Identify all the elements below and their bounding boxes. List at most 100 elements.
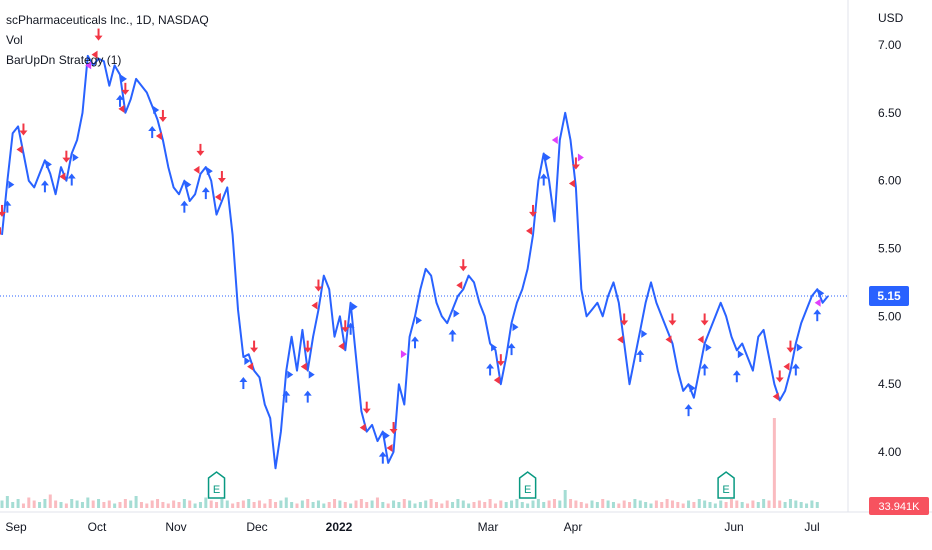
volume-bar: [628, 502, 632, 508]
short-entry-triangle: [214, 193, 221, 202]
volume-bar: [375, 497, 379, 508]
volume-bar: [220, 499, 224, 508]
volume-bar: [638, 500, 642, 508]
volume-bar: [177, 502, 181, 508]
arrow-head: [791, 363, 800, 369]
volume-bar: [70, 499, 74, 508]
earnings-label: E: [524, 484, 531, 496]
short-entry-arrow: [700, 313, 709, 326]
volume-bar: [311, 502, 315, 508]
volume-bar: [569, 499, 573, 508]
volume-bar: [166, 503, 170, 508]
arrow-head: [196, 150, 205, 156]
long-entry-arrow: [539, 173, 548, 186]
earnings-badge: [207, 471, 226, 499]
volume-bar: [472, 502, 476, 508]
indicator-strategy[interactable]: BarUpDn Strategy (1): [6, 53, 122, 67]
volume-bar: [783, 502, 787, 508]
short-entry-triangle: [59, 172, 66, 181]
short-entry-arrow: [94, 28, 103, 41]
arrow-head: [459, 266, 468, 272]
volume-bar: [306, 499, 310, 508]
short-entry-arrow: [0, 204, 6, 217]
volume-bar: [32, 500, 36, 508]
short-entry-triangle: [311, 301, 318, 310]
volume-bar: [118, 502, 122, 508]
volume-bar: [129, 500, 133, 508]
volume-bar: [676, 502, 680, 508]
volume-bar: [515, 499, 519, 508]
volume-bar: [520, 502, 524, 508]
volume-bar: [488, 499, 492, 508]
arrow-head: [362, 408, 371, 414]
volume-bar: [536, 499, 540, 508]
arrow-head: [314, 286, 323, 292]
volume-bar: [338, 500, 342, 508]
volume-bar: [16, 499, 20, 508]
y-tick-label: 4.50: [878, 377, 902, 391]
volume-bar: [241, 500, 245, 508]
volume-bar: [579, 502, 583, 508]
arrow-head: [346, 322, 355, 328]
volume-bar: [788, 499, 792, 508]
short-entry-arrow: [620, 313, 629, 326]
volume-bar: [145, 503, 149, 508]
arrow-head: [94, 35, 103, 41]
volume-bar: [343, 502, 347, 508]
long-entry-arrow: [732, 370, 741, 383]
volume-bar: [703, 500, 707, 508]
y-tick-label: 7.00: [878, 38, 902, 52]
arrow-head: [636, 349, 645, 355]
x-tick-label: Oct: [88, 520, 107, 534]
long-entry-triangle: [796, 343, 803, 352]
volume-bar: [477, 500, 481, 508]
short-entry-triangle: [118, 104, 125, 113]
indicator-vol[interactable]: Vol: [6, 33, 23, 47]
volume-bar: [193, 503, 197, 508]
long-entry-arrow: [684, 404, 693, 417]
volume-bar: [772, 418, 776, 508]
volume-bar: [665, 499, 669, 508]
volume-bar: [451, 502, 455, 508]
short-entry-triangle: [359, 423, 366, 432]
volume-bar: [531, 500, 535, 508]
long-entry-arrow: [116, 94, 124, 107]
volume-bar: [590, 500, 594, 508]
arrow-head: [19, 130, 28, 136]
arrow-head: [158, 116, 167, 122]
chart-title[interactable]: scPharmaceuticals Inc., 1D, NASDAQ: [6, 13, 209, 27]
short-entry-triangle: [193, 165, 200, 174]
volume-bar: [123, 499, 127, 508]
short-entry-arrow: [341, 320, 350, 333]
volume-bar: [38, 502, 42, 508]
short-entry-arrow: [158, 109, 167, 122]
volume-bar: [64, 503, 68, 508]
short-entry-arrow: [303, 340, 312, 353]
volume-bar: [493, 503, 497, 508]
volume-bar: [134, 496, 138, 508]
volume-bar: [198, 502, 202, 508]
short-entry-triangle: [300, 362, 307, 371]
earnings-badge: [518, 471, 537, 499]
short-entry-triangle: [0, 226, 1, 235]
x-tick-label: Jul: [804, 520, 819, 534]
volume-bar: [402, 499, 406, 508]
exit-triangle: [400, 350, 407, 359]
long-entry-arrow: [303, 390, 312, 403]
volume-bar: [274, 502, 278, 508]
volume-bar: [799, 502, 803, 508]
short-entry-arrow: [571, 157, 580, 170]
volume-bar: [204, 497, 208, 508]
arrow-head: [148, 126, 157, 132]
volume-bar: [386, 503, 390, 508]
volume-bar: [815, 502, 819, 508]
volume-bar: [595, 502, 599, 508]
arrow-head: [341, 327, 350, 333]
volume-bar: [606, 500, 610, 508]
arrow-head: [496, 361, 505, 367]
volume-bar: [644, 502, 648, 508]
chart-legend: scPharmaceuticals Inc., 1D, NASDAQ Vol B…: [6, 12, 209, 69]
volume-bar: [252, 502, 256, 508]
